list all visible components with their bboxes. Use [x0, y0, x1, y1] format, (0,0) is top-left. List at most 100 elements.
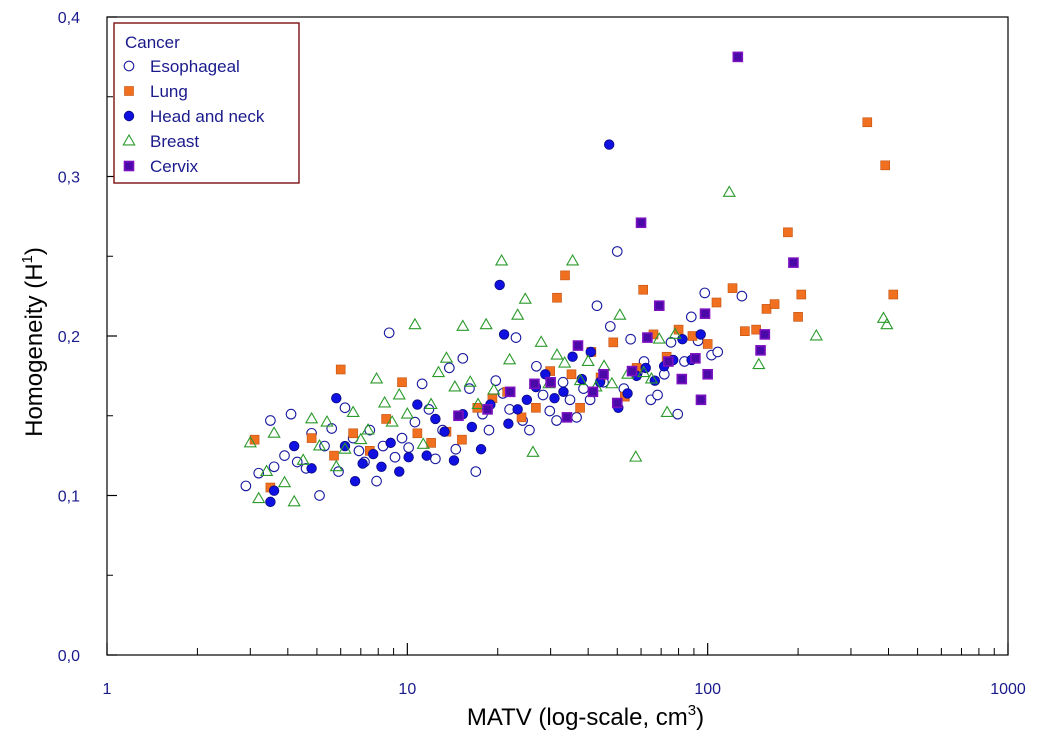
data-point: [752, 357, 766, 370]
data-point: [788, 257, 799, 268]
data-point: [335, 364, 346, 375]
data-point: [565, 253, 580, 266]
data-point: [636, 365, 651, 378]
y-tick-label: 0,0: [58, 648, 80, 665]
data-point: [690, 353, 701, 364]
data-point: [591, 300, 603, 312]
data-point: [408, 317, 422, 330]
data-point: [736, 290, 748, 302]
data-point: [512, 404, 523, 415]
data-point: [339, 402, 351, 414]
data-point: [371, 475, 382, 487]
data-point: [464, 383, 475, 394]
data-point: [687, 331, 698, 341]
data-point: [397, 377, 407, 388]
y-axis-ticks: 0,0 0,1 0,2 0,3 0,4: [58, 10, 117, 665]
x-axis-title-end: ): [696, 704, 704, 731]
data-point: [545, 376, 556, 388]
data-point: [471, 397, 485, 410]
data-point: [603, 139, 615, 150]
series-cervix: [453, 51, 799, 423]
data-point: [652, 332, 666, 344]
data-point: [702, 339, 713, 349]
data-point: [412, 399, 423, 410]
data-point: [608, 337, 619, 348]
data-point: [575, 402, 585, 413]
data-point: [498, 329, 510, 340]
data-point: [862, 117, 873, 128]
data-point: [531, 360, 542, 372]
data-point: [443, 362, 455, 374]
x-axis-title-main: MATV (log-scale, cm: [467, 704, 688, 731]
data-point: [439, 426, 450, 437]
data-point: [448, 379, 462, 392]
data-point: [353, 445, 365, 457]
data-point: [551, 415, 562, 426]
data-point: [581, 354, 595, 366]
data-point: [578, 383, 589, 394]
data-point: [605, 376, 619, 389]
data-point: [668, 327, 682, 339]
data-point: [712, 346, 724, 358]
data-point: [622, 388, 633, 399]
data-point: [376, 461, 387, 472]
data-point: [296, 453, 310, 465]
data-point: [368, 448, 379, 460]
y-axis-title-end: ): [21, 247, 48, 255]
data-point: [544, 405, 556, 417]
data-points: [240, 51, 899, 508]
x-tick-label: 100: [694, 681, 721, 698]
data-point: [549, 393, 560, 404]
data-point: [572, 340, 584, 351]
data-point: [494, 253, 509, 266]
data-point: [431, 365, 446, 378]
data-point: [793, 312, 803, 322]
y-axis-title-main: Homogeneity (H: [21, 263, 48, 436]
data-point: [416, 378, 428, 390]
data-point: [331, 393, 342, 404]
data-point: [240, 480, 252, 492]
data-point: [483, 424, 495, 436]
data-point: [531, 402, 541, 413]
data-point: [809, 328, 823, 341]
data-point: [635, 217, 647, 229]
data-point: [740, 326, 750, 337]
data-point: [385, 437, 396, 449]
data-point: [416, 437, 430, 449]
data-point: [306, 463, 317, 474]
data-point: [755, 345, 766, 356]
data-point: [424, 397, 438, 410]
data-point: [349, 475, 361, 487]
data-point: [672, 408, 684, 420]
data-point: [676, 373, 688, 385]
data-point: [265, 496, 276, 508]
data-point: [652, 389, 663, 401]
data-point: [268, 461, 280, 473]
data-point: [430, 453, 441, 465]
data-point: [611, 246, 623, 257]
data-point: [409, 416, 421, 428]
data-point: [611, 397, 623, 409]
data-point: [604, 321, 616, 332]
data-point: [534, 335, 548, 347]
data-point: [475, 444, 487, 455]
data-point: [629, 450, 643, 462]
x-tick-label: 10: [398, 681, 416, 698]
data-point: [711, 297, 722, 308]
data-point: [796, 289, 807, 300]
data-point: [695, 329, 706, 340]
data-point: [587, 386, 599, 398]
y-tick-label: 0,2: [58, 329, 80, 346]
data-point: [285, 408, 297, 420]
data-point: [759, 329, 771, 340]
data-point: [394, 466, 405, 477]
data-point: [727, 283, 738, 293]
data-point: [560, 270, 570, 281]
x-axis-title: MATV (log-scale, cm3): [467, 702, 704, 731]
data-point: [561, 412, 573, 423]
data-point: [640, 362, 651, 374]
data-point: [613, 308, 627, 320]
data-point: [329, 450, 339, 461]
data-point: [751, 324, 761, 335]
